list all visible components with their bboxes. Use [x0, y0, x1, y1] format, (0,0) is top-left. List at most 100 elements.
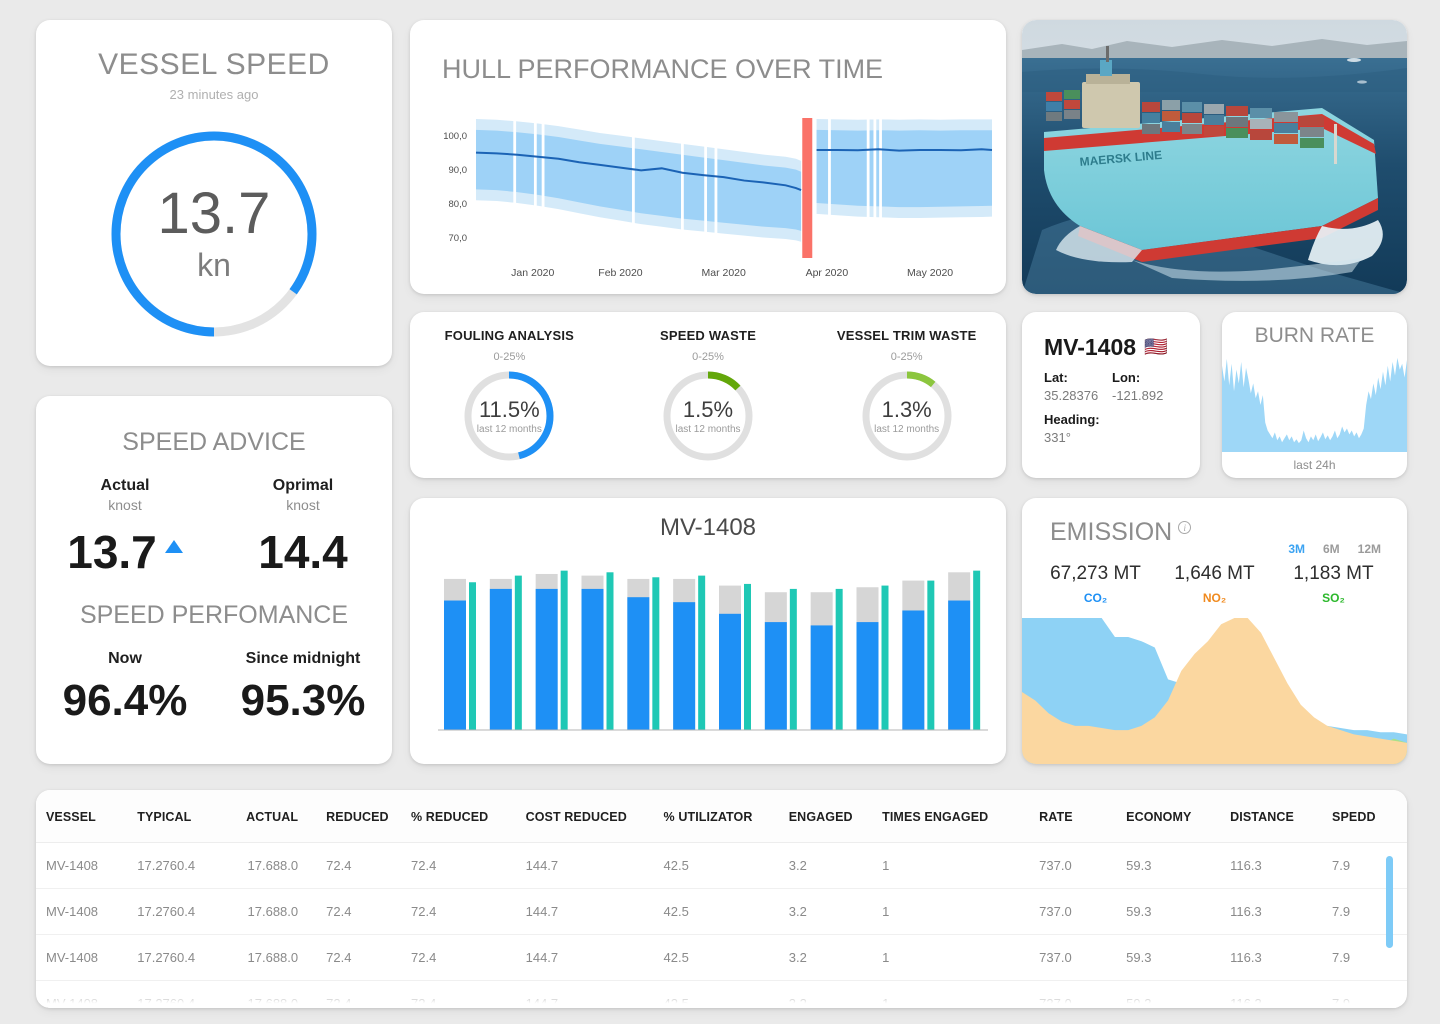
- table-cell: 3.2: [778, 888, 873, 935]
- latitude-label: Lat:: [1044, 370, 1068, 385]
- table-cell: 144.7: [515, 934, 654, 981]
- heading-label: Heading:: [1044, 412, 1100, 427]
- table-column-header[interactable]: TYPICAL: [127, 790, 234, 843]
- gauge-label: FOULING ANALYSIS: [444, 328, 575, 343]
- vessel-data-table: VESSEL TYPICAL ACTUAL REDUCED% REDUCED COST …: [36, 790, 1407, 1008]
- gauge-ring: 1.5% last 12 months: [659, 367, 757, 465]
- svg-text:100,0: 100,0: [443, 131, 467, 142]
- table-cell: MV-1408: [36, 842, 128, 889]
- svg-text:Mar 2020: Mar 2020: [702, 267, 747, 279]
- vessel-heading-row: Heading: 331°: [1044, 412, 1200, 445]
- longitude-label: Lon:: [1112, 370, 1141, 385]
- vessel-bar-chart-title: MV-1408: [659, 514, 757, 541]
- vessel-photo: MAERSK LINE: [1022, 20, 1407, 294]
- table-column-header[interactable]: ENGAGED: [778, 790, 873, 843]
- vessel-speed-card: VESSEL SPEED 23 minutes ago 13.7 kn: [36, 20, 392, 366]
- midnight-performance-block: Since midnight 95.3%: [214, 650, 392, 726]
- speed-advice-values: Actual knost 13.7 Oprimal knost 14.4: [36, 477, 392, 579]
- longitude-block: Lon: -121.892: [1112, 370, 1180, 403]
- table-column-header[interactable]: ECONOMY: [1116, 790, 1221, 843]
- table-cell: 737.0: [1029, 934, 1117, 981]
- vessel-speed-unit: kn: [197, 246, 231, 283]
- svg-text:90,0: 90,0: [449, 165, 468, 176]
- table-column-header[interactable]: REDUCED: [316, 790, 402, 843]
- table-cell: 17.2760.4: [127, 934, 234, 981]
- gauge-value: 1.3%: [881, 397, 932, 422]
- emission-stat-CO: 67,273 MT CO₂: [1036, 563, 1155, 605]
- svg-text:Jan 2020: Jan 2020: [511, 267, 554, 279]
- emission-timeframe-tabs[interactable]: 3M 6M 12M: [1288, 542, 1381, 556]
- table-cell: 42.5: [653, 842, 779, 889]
- table-cell: 17.2760.4: [127, 980, 234, 1008]
- table-column-header[interactable]: % UTILIZATOR: [653, 790, 779, 843]
- burn-rate-card: BURN RATE last 24h: [1222, 312, 1407, 478]
- table-row[interactable]: MV-1408 17.2760.4 17.688.0 72.4 72.4 144.7 42.…: [36, 842, 1407, 889]
- table-cell: 737.0: [1029, 888, 1117, 935]
- table-cell: 116.3: [1220, 980, 1323, 1008]
- emission-tab-12m[interactable]: 12M: [1357, 542, 1381, 556]
- actual-speed-value-row: 13.7: [36, 525, 214, 579]
- actual-speed-block: Actual knost 13.7: [36, 477, 214, 579]
- table-column-header[interactable]: RATE: [1029, 790, 1117, 843]
- emission-stat-gas: CO₂: [1083, 591, 1108, 605]
- table-row[interactable]: MV-1408 17.2760.4 17.688.0 72.4 72.4 144.7 42.…: [36, 888, 1407, 935]
- optimal-speed-value: 14.4: [258, 526, 348, 578]
- table-column-header[interactable]: DISTANCE: [1220, 790, 1323, 843]
- vessel-coords-row: Lat: 35.28376 Lon: -121.892: [1044, 370, 1200, 403]
- table-cell: 737.0: [1029, 980, 1117, 1008]
- table-cell: 7.9: [1322, 934, 1407, 981]
- vessel-speed-gauge: 13.7 kn: [104, 124, 324, 344]
- gauge-label: SPEED WASTE: [659, 328, 757, 343]
- table-cell: 72.4: [401, 934, 516, 981]
- svg-text:May 2020: May 2020: [907, 267, 953, 279]
- emission-tab-6m[interactable]: 6M: [1322, 542, 1340, 556]
- table-header: VESSEL TYPICAL ACTUAL REDUCED% REDUCED COST …: [36, 790, 1407, 843]
- gauge-note: last 12 months: [874, 424, 940, 435]
- table-cell: 1: [872, 842, 1030, 889]
- latitude-value: 35.28376: [1044, 388, 1099, 403]
- emission-tab-3m[interactable]: 3M: [1288, 542, 1305, 556]
- actual-speed-unit: knost: [108, 497, 142, 513]
- actual-speed-label: Actual: [100, 477, 150, 494]
- svg-text:80,0: 80,0: [449, 199, 468, 210]
- gauge-fouling-analysis: FOULING ANALYSIS 0-25% 11.5% last 12 months: [410, 312, 609, 478]
- midnight-value: 95.3%: [240, 676, 366, 725]
- latitude-block: Lat: 35.28376: [1044, 370, 1112, 403]
- table-cell: 17.2760.4: [127, 842, 234, 889]
- gauge-value: 1.5%: [682, 397, 734, 422]
- gauge-speed-waste: SPEED WASTE 0-25% 1.5% last 12 months: [609, 312, 808, 478]
- info-icon[interactable]: i: [1178, 521, 1192, 534]
- longitude-value: -121.892: [1112, 388, 1164, 403]
- heading-block: Heading: 331°: [1044, 412, 1112, 445]
- table-cell: 116.3: [1220, 842, 1323, 889]
- table-cell: 59.3: [1116, 888, 1221, 935]
- table-cell: MV-1408: [36, 980, 128, 1008]
- table-column-header[interactable]: % REDUCED: [401, 790, 516, 843]
- table-cell: 116.3: [1220, 934, 1323, 981]
- gauge-readout: 11.5% last 12 months: [460, 367, 558, 465]
- table-column-header[interactable]: TIMES ENGAGED: [872, 790, 1030, 843]
- table-column-header[interactable]: SPEDD: [1322, 790, 1407, 843]
- table-cell: 17.688.0: [233, 842, 317, 889]
- table-row[interactable]: MV-1408 17.2760.4 17.688.0 72.4 72.4 144.7 42.…: [36, 934, 1407, 981]
- svg-text:70,0: 70,0: [449, 233, 468, 244]
- table-scrollbar[interactable]: [1386, 856, 1393, 948]
- now-value: 96.4%: [62, 676, 188, 725]
- vessel-speed-title: VESSEL SPEED: [98, 48, 330, 81]
- gauge-note: last 12 months: [675, 424, 741, 435]
- table-column-header[interactable]: ACTUAL: [233, 790, 317, 843]
- table-cell: 17.688.0: [233, 934, 317, 981]
- table-column-header[interactable]: VESSEL: [36, 790, 128, 843]
- burn-rate-title: BURN RATE: [1254, 324, 1375, 347]
- table-column-header[interactable]: COST REDUCED: [515, 790, 654, 843]
- heading-value: 331°: [1044, 430, 1071, 445]
- emission-stat-value: 1,646 MT: [1174, 563, 1255, 584]
- emission-stat-gas: SO₂: [1322, 591, 1345, 605]
- table-cell: 737.0: [1029, 842, 1117, 889]
- gauge-range: 0-25%: [890, 351, 923, 363]
- table-row[interactable]: MV-1408 17.2760.4 17.688.0 72.4 72.4 144.7 42.…: [36, 980, 1407, 1008]
- gauge-label: VESSEL TRIM WASTE: [836, 328, 977, 343]
- vessel-bar-chart-card: MV-1408: [410, 498, 1006, 764]
- hull-performance-title: HULL PERFORMANCE OVER TIME: [442, 54, 884, 84]
